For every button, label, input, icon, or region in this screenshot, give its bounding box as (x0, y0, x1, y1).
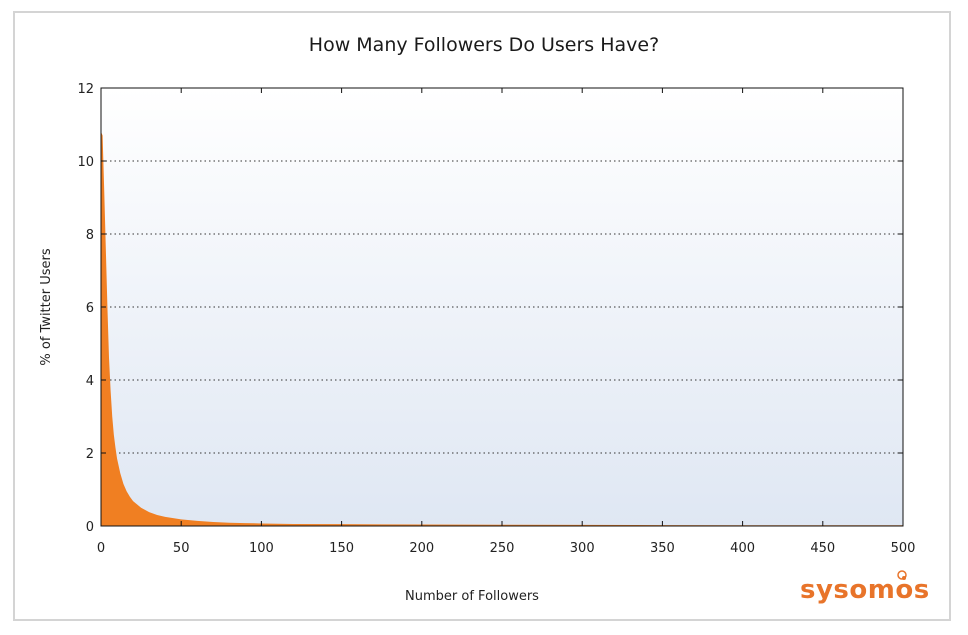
x-tick-label: 350 (650, 541, 675, 556)
y-axis-title: % of Twitter Users (39, 248, 54, 365)
y-tick-label: 10 (77, 155, 94, 170)
sysomos-logo: sysomos (800, 575, 930, 605)
x-tick-label: 100 (249, 541, 274, 556)
y-tick-label: 4 (86, 374, 94, 389)
y-tick-label: 2 (86, 447, 94, 462)
x-axis-title: Number of Followers (405, 589, 539, 604)
y-tick-label: 12 (77, 82, 94, 97)
logo-speech-icon (897, 570, 907, 580)
x-tick-label: 450 (810, 541, 835, 556)
x-tick-label: 0 (97, 541, 105, 556)
x-tick-label: 250 (490, 541, 515, 556)
y-tick-label: 0 (86, 520, 94, 535)
x-tick-label: 200 (409, 541, 434, 556)
y-tick-label: 8 (86, 228, 94, 243)
y-axis: 0 2 4 6 8 10 12 (77, 82, 903, 535)
x-tick-label: 150 (329, 541, 354, 556)
x-tick-label: 50 (173, 541, 190, 556)
x-tick-label: 400 (730, 541, 755, 556)
x-tick-label: 500 (891, 541, 916, 556)
chart-title: How Many Followers Do Users Have? (308, 34, 660, 56)
y-tick-label: 6 (86, 301, 94, 316)
grid-lines (101, 160, 903, 454)
x-tick-label: 300 (570, 541, 595, 556)
x-axis: 0 50 100 150 200 250 300 350 400 450 500 (97, 88, 916, 556)
